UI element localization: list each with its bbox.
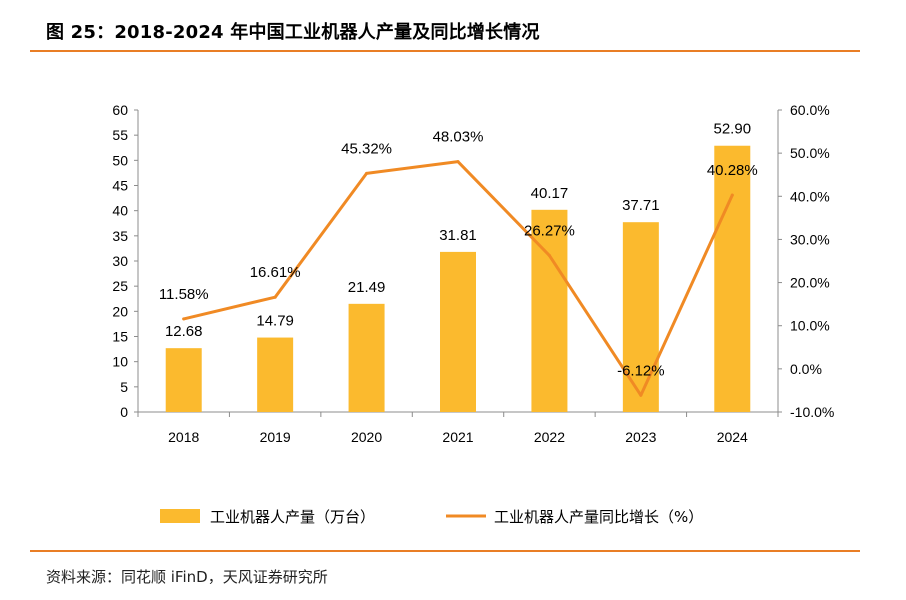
- y-right-tick-label: 20.0%: [790, 275, 830, 291]
- bar: [348, 303, 385, 412]
- line-data-label: 16.61%: [250, 264, 301, 281]
- y-left-tick-label: 25: [112, 278, 128, 294]
- bar: [714, 145, 751, 412]
- y-left-tick-label: 0: [120, 404, 128, 420]
- line-point: [547, 254, 551, 258]
- x-tick-label: 2018: [168, 429, 199, 445]
- y-right-tick-label: 30.0%: [790, 231, 830, 247]
- x-tick-label: 2019: [260, 429, 291, 445]
- bar: [622, 222, 659, 412]
- line-point: [456, 160, 460, 164]
- legend-bar-label: 工业机器人产量（万台）: [210, 508, 375, 526]
- x-tick-label: 2023: [625, 429, 656, 445]
- bar-data-label: 40.17: [531, 185, 569, 202]
- line-data-label: 45.32%: [341, 140, 392, 157]
- title-divider: [30, 50, 860, 52]
- y-left-tick-label: 30: [112, 253, 128, 269]
- bar: [257, 337, 294, 412]
- bar-data-label: 14.79: [256, 313, 294, 330]
- legend-line-label: 工业机器人产量同比增长（%）: [494, 508, 703, 526]
- line-point: [365, 171, 369, 175]
- y-right-tick-label: 40.0%: [790, 188, 830, 204]
- y-left-tick-label: 20: [112, 303, 128, 319]
- x-tick-label: 2024: [717, 429, 748, 445]
- line-data-label: 48.03%: [433, 129, 484, 146]
- y-right-tick-label: 60.0%: [790, 102, 830, 118]
- bar-data-label: 21.49: [348, 279, 386, 296]
- x-tick-label: 2022: [534, 429, 565, 445]
- line-data-label: -6.12%: [617, 362, 665, 379]
- bar-data-label: 31.81: [439, 227, 477, 244]
- line-point: [273, 295, 277, 299]
- chart-title: 图 25：2018-2024 年中国工业机器人产量及同比增长情况: [46, 22, 540, 43]
- x-tick-label: 2020: [351, 429, 382, 445]
- y-left-tick-label: 40: [112, 203, 128, 219]
- x-tick-label: 2021: [442, 429, 473, 445]
- y-left-tick-label: 15: [112, 329, 128, 345]
- y-right-tick-label: -10.0%: [790, 404, 834, 420]
- bar: [440, 251, 476, 412]
- y-right-tick-label: 50.0%: [790, 145, 830, 161]
- legend-bar-swatch: [160, 509, 200, 523]
- line-data-label: 40.28%: [707, 162, 758, 179]
- bar-data-label: 12.68: [165, 323, 203, 340]
- y-left-tick-label: 50: [112, 152, 128, 168]
- line-data-label: 11.58%: [159, 286, 209, 303]
- y-left-tick-label: 55: [112, 127, 128, 143]
- bar: [531, 209, 568, 412]
- bar: [165, 348, 202, 412]
- y-right-tick-label: 10.0%: [790, 318, 830, 334]
- y-right-tick-label: 0.0%: [790, 361, 822, 377]
- line-point: [730, 193, 734, 197]
- y-left-tick-label: 5: [120, 379, 128, 395]
- bar-data-label: 52.90: [714, 121, 752, 138]
- y-left-tick-label: 45: [112, 178, 128, 194]
- line-point: [639, 393, 643, 397]
- source-note: 资料来源：同花顺 iFinD，天风证券研究所: [46, 568, 328, 586]
- y-left-tick-label: 35: [112, 228, 128, 244]
- line-data-label: 26.27%: [524, 223, 575, 240]
- line-point: [182, 317, 186, 321]
- y-left-tick-label: 10: [112, 354, 128, 370]
- y-left-tick-label: 60: [112, 102, 128, 118]
- source-divider: [30, 550, 860, 552]
- bar-data-label: 37.71: [622, 197, 660, 214]
